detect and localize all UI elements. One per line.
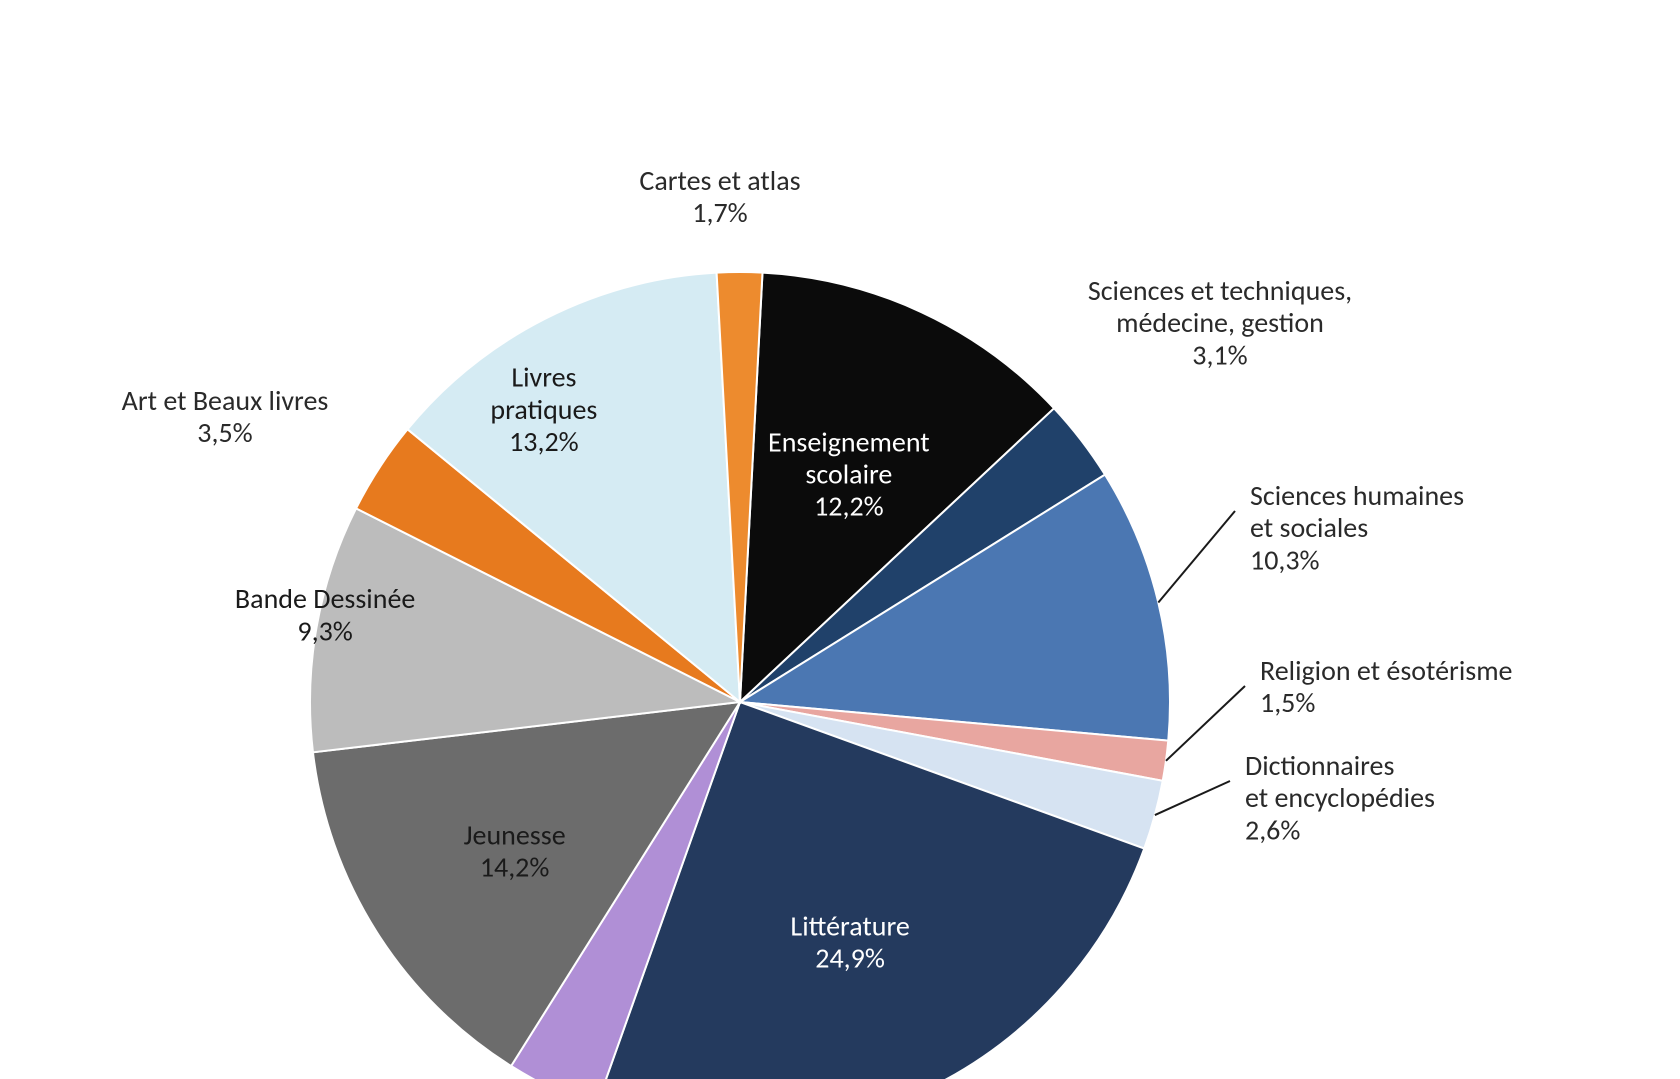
slice-label-external: Cartes et atlas1,7% <box>639 163 800 230</box>
svg-text:Littérature: Littérature <box>790 908 909 943</box>
slice-label-external: Sciences et techniques,médecine, gestion… <box>1088 273 1352 372</box>
svg-text:Dictionnaires: Dictionnaires <box>1245 748 1394 783</box>
leader-line <box>1155 781 1230 815</box>
svg-text:Art et Beaux livres: Art et Beaux livres <box>122 383 329 418</box>
svg-text:10,3%: 10,3% <box>1250 542 1320 577</box>
svg-text:3,1%: 3,1% <box>1192 337 1247 372</box>
svg-text:médecine, gestion: médecine, gestion <box>1116 305 1324 340</box>
svg-text:Bande Dessinée: Bande Dessinée <box>235 581 415 616</box>
svg-text:et encyclopédies: et encyclopédies <box>1245 780 1435 815</box>
svg-text:Livres: Livres <box>511 360 576 395</box>
svg-text:3,5%: 3,5% <box>197 415 252 450</box>
svg-text:24,9%: 24,9% <box>815 941 885 976</box>
svg-text:et sociales: et sociales <box>1250 510 1368 545</box>
slice-label-external: Art et Beaux livres3,5% <box>122 383 329 450</box>
leader-line <box>1166 686 1245 761</box>
svg-text:pratiques: pratiques <box>490 392 597 427</box>
slice-label-external: Dictionnaireset encyclopédies2,6% <box>1245 748 1435 847</box>
pie-chart-svg: Enseignementscolaire12,2% Sciences et tec… <box>0 0 1680 1079</box>
svg-text:Enseignement: Enseignement <box>768 424 930 459</box>
svg-text:Religion et ésotérisme: Religion et ésotérisme <box>1260 653 1513 688</box>
svg-text:14,2%: 14,2% <box>480 850 550 885</box>
svg-text:9,3%: 9,3% <box>297 613 352 648</box>
svg-text:scolaire: scolaire <box>805 456 892 491</box>
leader-line <box>1158 511 1235 602</box>
pie-chart-container: Enseignementscolaire12,2% Sciences et tec… <box>0 0 1680 1079</box>
svg-text:1,5%: 1,5% <box>1260 685 1315 720</box>
svg-text:12,2%: 12,2% <box>814 489 884 524</box>
svg-text:Cartes et atlas: Cartes et atlas <box>639 163 800 198</box>
svg-text:1,7%: 1,7% <box>692 195 747 230</box>
svg-text:2,6%: 2,6% <box>1245 812 1300 847</box>
svg-text:Sciences et techniques,: Sciences et techniques, <box>1088 273 1352 308</box>
slice-label-external: Sciences humaineset sociales10,3% <box>1250 478 1464 577</box>
slice-label-external: Religion et ésotérisme1,5% <box>1260 653 1513 720</box>
svg-text:13,2%: 13,2% <box>509 424 579 459</box>
svg-text:Jeunesse: Jeunesse <box>464 817 566 852</box>
svg-text:Sciences humaines: Sciences humaines <box>1250 478 1464 513</box>
